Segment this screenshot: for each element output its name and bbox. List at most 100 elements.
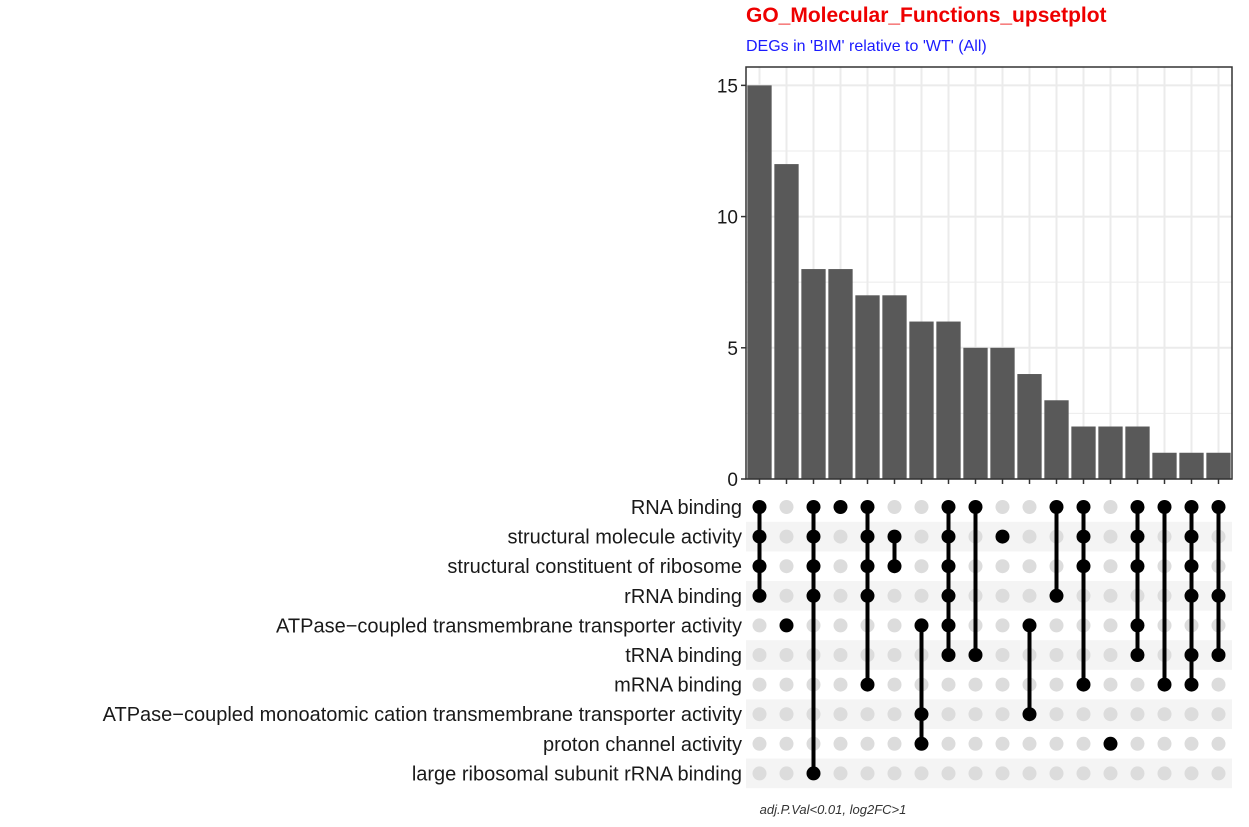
matrix-dot-empty [860,766,875,781]
matrix-dot-empty [1184,707,1199,722]
matrix-dot-empty [887,736,902,751]
matrix-dot-empty [1211,707,1226,722]
matrix-dot-empty [860,707,875,722]
matrix-row-stripe [746,640,1232,670]
matrix-dot-empty [887,677,902,692]
bar-intersection-14 [1098,426,1123,479]
plot-border [745,66,1233,480]
matrix-dot-empty [1076,766,1091,781]
matrix-dot-empty [860,736,875,751]
matrix-dot-empty [833,618,848,633]
bar-intersection-18 [1206,452,1231,479]
matrix-dot-empty [914,588,929,603]
matrix-dot-empty [1211,766,1226,781]
bar-intersection-15 [1125,426,1150,479]
bar-intersection-2 [774,164,799,480]
matrix-dot-filled [1130,500,1145,514]
matrix-dot-empty [914,766,929,781]
matrix-dot-filled [806,500,821,514]
matrix-dot-filled [779,618,794,633]
matrix-dot-filled [914,618,929,633]
matrix-dot-filled [806,588,821,603]
matrix-dot-filled [1130,559,1145,574]
matrix-dot-filled [1157,500,1172,514]
matrix-dot-empty [1157,766,1172,781]
matrix-dot-filled [806,559,821,574]
matrix-dot-empty [1049,648,1064,662]
matrix-dot-empty [1103,677,1118,692]
matrix-dot-empty [1130,707,1145,722]
matrix-dot-filled [1184,677,1199,692]
matrix-dot-filled [1076,529,1091,544]
matrix-dot-empty [968,677,983,692]
matrix-dot-filled [752,529,767,544]
matrix-dot-empty [779,529,794,544]
matrix-row-stripe [746,699,1232,729]
bar-intersection-7 [909,321,934,479]
bar-intersection-8 [936,321,961,479]
matrix-dot-empty [887,648,902,662]
matrix-dot-empty [995,766,1010,781]
matrix-dot-filled [941,500,956,514]
set-label: ATPase−coupled transmembrane transporter… [276,615,742,637]
matrix-dot-empty [779,677,794,692]
matrix-dot-empty [941,677,956,692]
matrix-dot-filled [1076,500,1091,514]
matrix-dot-empty [752,618,767,633]
matrix-dot-filled [860,588,875,603]
matrix-dot-empty [752,766,767,781]
matrix-dot-empty [887,766,902,781]
matrix-dot-empty [1130,736,1145,751]
matrix-dot-empty [1103,529,1118,544]
matrix-dot-empty [1103,588,1118,603]
matrix-dot-empty [1022,736,1037,751]
matrix-dot-filled [941,588,956,603]
matrix-dot-filled [968,648,983,662]
matrix-dot-filled [806,529,821,544]
bar-intersection-6 [882,295,907,479]
chart-subtitle: DEGs in 'BIM' relative to 'WT' (All) [746,38,987,55]
matrix-dot-empty [887,618,902,633]
matrix-dot-empty [779,559,794,574]
matrix-dot-empty [1022,588,1037,603]
matrix-dot-empty [1211,736,1226,751]
matrix-dot-filled [1184,648,1199,662]
matrix-dot-empty [1076,736,1091,751]
matrix-dot-filled [1184,500,1199,514]
matrix-dot-filled [1022,618,1037,633]
set-label: tRNA binding [625,645,742,667]
matrix-dot-empty [995,707,1010,722]
set-label: ATPase−coupled monoatomic cation transme… [103,704,742,726]
matrix-dot-empty [1076,707,1091,722]
matrix-dot-empty [779,736,794,751]
matrix-dot-empty [779,648,794,662]
bar-intersection-4 [828,269,853,479]
set-label: rRNA binding [624,586,742,608]
matrix-dot-filled [887,559,902,574]
matrix-dot-empty [833,588,848,603]
matrix-dot-filled [1022,707,1037,722]
bar-intersection-16 [1152,452,1177,479]
matrix-dot-filled [752,500,767,514]
matrix-dot-empty [833,529,848,544]
matrix-dot-empty [914,559,929,574]
matrix-dot-empty [1157,707,1172,722]
matrix-dot-empty [941,707,956,722]
bar-intersection-12 [1044,400,1069,479]
matrix-dot-empty [995,648,1010,662]
matrix-dot-empty [1049,766,1064,781]
matrix-dot-filled [1184,588,1199,603]
matrix-dot-empty [995,588,1010,603]
matrix-dot-filled [1130,648,1145,662]
matrix-dot-filled [1157,677,1172,692]
matrix-dot-empty [1022,559,1037,574]
matrix-dot-empty [887,707,902,722]
matrix-dot-filled [860,559,875,574]
matrix-dot-empty [995,618,1010,633]
matrix-dot-empty [833,707,848,722]
matrix-dot-filled [1184,529,1199,544]
matrix-dot-empty [968,736,983,751]
set-label: structural constituent of ribosome [447,556,742,578]
matrix-dot-filled [1076,677,1091,692]
matrix-dot-empty [833,736,848,751]
